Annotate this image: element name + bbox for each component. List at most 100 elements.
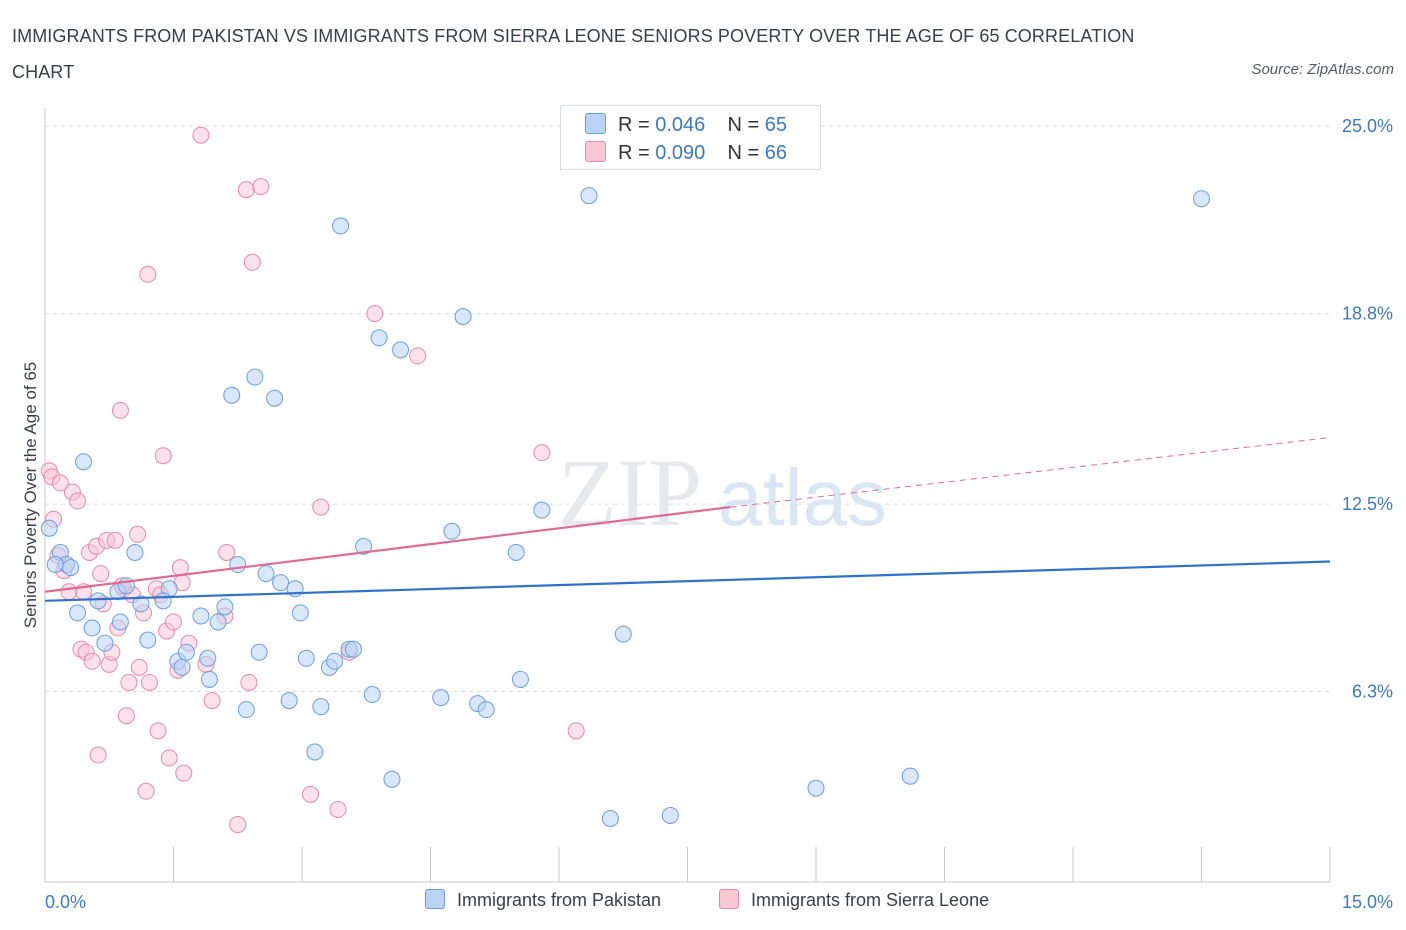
sierra-leone-point [192, 126, 210, 144]
pakistan-point [392, 341, 410, 359]
sierra-leone-point [149, 722, 167, 740]
gridlines [45, 125, 1330, 693]
sierra-leone-point [171, 559, 189, 577]
sierra-leone-point [252, 178, 270, 196]
pakistan-point [257, 565, 275, 583]
sierra-leone-point [120, 673, 138, 691]
pakistan-point [250, 643, 268, 661]
watermark-zip: ZIP [558, 439, 702, 546]
pakistan-point [192, 607, 210, 625]
n-label: N = [727, 114, 760, 136]
sierra-leone-point [117, 707, 135, 725]
pakistan-point [266, 389, 284, 407]
sierra-leone-point [567, 722, 585, 740]
pakistan-point [246, 368, 264, 386]
pakistan-points [40, 187, 1210, 828]
pakistan-point [40, 519, 58, 537]
pakistan-point [432, 689, 450, 707]
pakistan-point [46, 556, 64, 574]
sierra-leone-point [89, 746, 107, 764]
pakistan-point [355, 537, 373, 555]
pakistan-point [332, 217, 350, 235]
pakistan-point [1193, 190, 1210, 208]
x-tick-label: 15.0% [1342, 892, 1393, 912]
sierra-leone-point [106, 531, 124, 549]
pakistan-point [132, 595, 150, 613]
pakistan-point [83, 619, 101, 637]
sierra-leone-point [154, 447, 172, 465]
sierra-leone-point [366, 305, 384, 323]
sierra-leone-point [240, 673, 258, 691]
sierra-leone-point [237, 181, 255, 199]
sierra-leone-point [92, 565, 110, 583]
pakistan-point [661, 806, 679, 824]
pakistan-point [229, 556, 247, 574]
pakistan-point [177, 643, 195, 661]
source-label: Source: ZipAtlas.com [1251, 61, 1394, 78]
series-name: Immigrants from Sierra Leone [751, 890, 990, 910]
pakistan-swatch [585, 113, 606, 134]
pakistan-point [139, 631, 157, 649]
sierra-leone-point [83, 652, 101, 670]
pakistan-point [511, 670, 529, 688]
pakistan-point [199, 649, 217, 667]
pakistan-point [370, 329, 388, 347]
chart-title: IMMIGRANTS FROM PAKISTAN VS IMMIGRANTS F… [12, 26, 1135, 82]
sierra-leone-point [111, 401, 129, 419]
r-label: R = [618, 142, 650, 164]
n-label: N = [727, 142, 760, 164]
sierra-leone-point [243, 253, 261, 271]
pakistan-point [297, 649, 315, 667]
sierra-leone-trend-extension [730, 437, 1331, 508]
r-value: 0.046 [655, 114, 706, 136]
pakistan-point [223, 386, 241, 404]
pakistan-point [344, 640, 362, 658]
pakistan-point [363, 686, 381, 704]
sierra-leone-point [60, 583, 78, 601]
trend-lines [44, 437, 1331, 602]
sierra-leone-swatch [719, 889, 739, 909]
r-value: 0.090 [655, 142, 706, 164]
pakistan-point [272, 574, 290, 592]
y-tick-label: 18.8% [1342, 304, 1393, 324]
bottom-legend-sierra-leone[interactable]: Immigrants from Sierra Leone [719, 889, 989, 911]
sierra-leone-point [69, 492, 87, 510]
x-tick-label: 0.0% [45, 892, 86, 912]
pakistan-point [89, 592, 107, 610]
pakistan-point [312, 698, 330, 716]
legend-row-pakistan: R = 0.046 N = 65 [585, 113, 787, 137]
pakistan-point [237, 701, 255, 719]
pakistan-point [291, 604, 309, 622]
pakistan-point [306, 743, 324, 761]
pakistan-point [280, 692, 298, 710]
pakistan-point [443, 522, 461, 540]
bottom-legend-pakistan[interactable]: Immigrants from Pakistan [425, 889, 661, 911]
pakistan-trend-line [44, 560, 1331, 602]
sierra-leone-point [51, 474, 69, 492]
pakistan-point [901, 767, 919, 785]
sierra-leone-point [203, 692, 221, 710]
pakistan-point [580, 187, 598, 205]
sierra-leone-point [329, 800, 347, 818]
y-tick-label: 25.0% [1342, 116, 1393, 136]
pakistan-point [154, 592, 172, 610]
n-value: 65 [764, 114, 788, 136]
pakistan-point [807, 779, 825, 797]
legend-row-sierra-leone: R = 0.090 N = 66 [585, 141, 787, 165]
pakistan-point [96, 634, 114, 652]
sierra-leone-trend-line [44, 506, 731, 593]
r-label: R = [618, 114, 650, 136]
sierra-leone-points [40, 126, 585, 834]
sierra-leone-point [130, 658, 148, 676]
correlation-legend: R = 0.046 N = 65 R = 0.090 N = 66 [560, 105, 821, 170]
pakistan-point [200, 670, 218, 688]
sierra-leone-point [160, 749, 178, 767]
n-value: 66 [764, 142, 788, 164]
y-tick-label: 6.3% [1352, 682, 1393, 702]
sierra-leone-point [141, 673, 159, 691]
y-tick-label: 12.5% [1342, 494, 1393, 514]
sierra-leone-point [139, 265, 157, 283]
sierra-leone-point [218, 543, 236, 561]
pakistan-point [477, 701, 495, 719]
